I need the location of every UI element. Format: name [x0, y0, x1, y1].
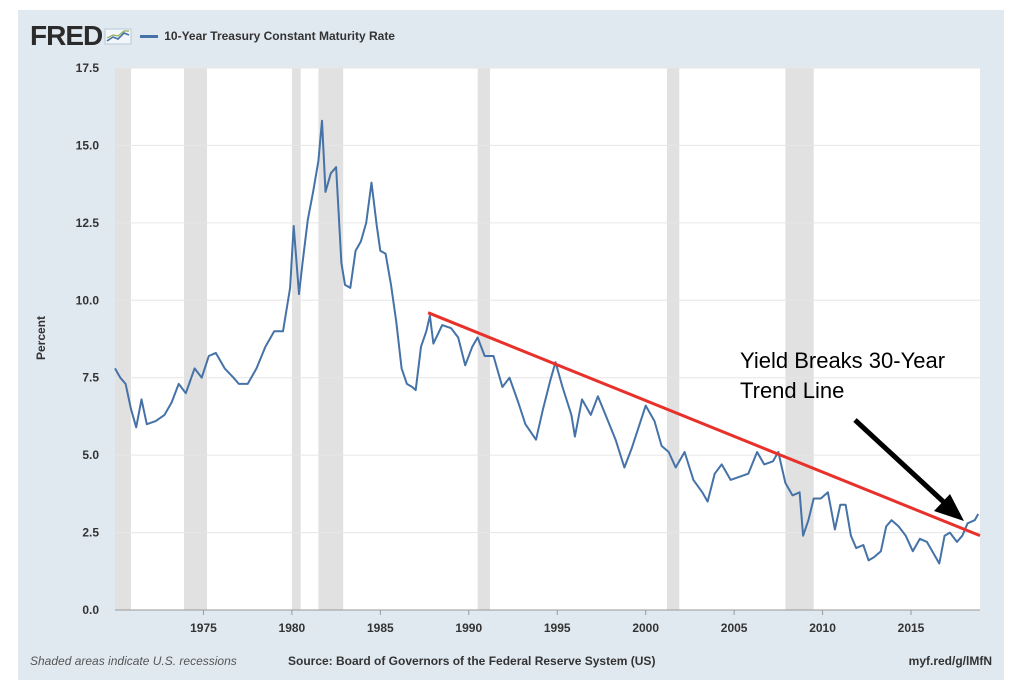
y-tick-label: 2.5 [82, 526, 99, 540]
x-tick-label: 1980 [279, 621, 306, 635]
recession-band [183, 68, 207, 610]
recession-note: Shaded areas indicate U.S. recessions [30, 654, 237, 668]
y-tick-label: 12.5 [76, 216, 100, 230]
y-tick-label: 0.0 [82, 603, 99, 617]
y-tick-label: 10.0 [76, 293, 100, 307]
x-tick-label: 2015 [898, 621, 925, 635]
x-tick-label: 1985 [367, 621, 394, 635]
trend-line [427, 311, 981, 538]
annotation-line-1: Yield Breaks 30-Year [740, 348, 946, 373]
short-link[interactable]: myf.red/g/lMfN [908, 654, 992, 668]
x-tick-label: 2005 [721, 621, 748, 635]
annotation-text: Yield Breaks 30-Year Trend Line [740, 346, 945, 406]
fred-chart-icon [104, 28, 132, 45]
legend-swatch [140, 34, 159, 38]
line-chart: Percent 0.0 2.5 5.0 7.5 10.0 12.5 15.0 17.5 1975… [34, 61, 981, 635]
x-tick-label: 1975 [190, 621, 217, 635]
y-tick-label: 17.5 [76, 61, 100, 75]
x-tick-label: 1995 [544, 621, 571, 635]
x-tick-label: 2000 [632, 621, 659, 635]
recession-band [291, 68, 301, 610]
recession-band [666, 68, 680, 610]
recession-band [318, 68, 344, 610]
y-tick-label: 15.0 [76, 138, 100, 152]
x-tick-label: 2010 [809, 621, 836, 635]
source-text: Source: Board of Governors of the Federa… [288, 654, 656, 668]
legend-series-title[interactable]: 10-Year Treasury Constant Maturity Rate [164, 29, 395, 43]
annotation-line-2: Trend Line [740, 378, 845, 403]
y-axis-label: Percent [34, 316, 48, 360]
y-tick-label: 5.0 [82, 448, 99, 462]
chart-frame: FRED 10-Year Treasury Constant Maturity … [18, 10, 1004, 680]
recession-band [115, 68, 131, 610]
recession-band [477, 68, 491, 610]
x-tick-label: 1990 [455, 621, 482, 635]
plot-area [115, 68, 980, 610]
series-line [114, 119, 980, 565]
chart-header: FRED 10-Year Treasury Constant Maturity … [30, 20, 395, 52]
fred-logo[interactable]: FRED [30, 20, 103, 51]
y-tick-label: 7.5 [82, 371, 99, 385]
